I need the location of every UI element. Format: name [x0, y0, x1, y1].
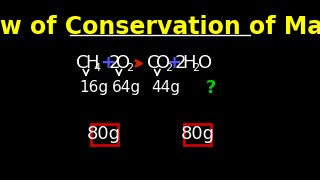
Text: H: H [182, 54, 196, 72]
Text: O: O [198, 54, 212, 72]
Text: 2: 2 [126, 63, 133, 73]
Text: +: + [100, 54, 116, 72]
Text: 80g: 80g [87, 125, 121, 143]
Text: 2: 2 [192, 63, 199, 73]
Text: +: + [166, 54, 181, 72]
Text: 64g: 64g [112, 80, 141, 95]
Text: 80g: 80g [180, 125, 214, 143]
Text: 44g: 44g [151, 80, 180, 95]
Text: O: O [156, 54, 171, 72]
Text: Law of Conservation of Mass: Law of Conservation of Mass [0, 15, 320, 39]
Text: H: H [85, 54, 99, 72]
Text: ?: ? [206, 79, 216, 97]
Text: 2: 2 [109, 54, 120, 72]
Text: C: C [147, 54, 160, 72]
Text: O: O [116, 54, 131, 72]
Text: 2: 2 [165, 63, 172, 73]
Text: 4: 4 [94, 63, 101, 73]
Text: 2: 2 [175, 54, 186, 72]
Text: C: C [76, 54, 88, 72]
Text: 16g: 16g [79, 80, 108, 95]
